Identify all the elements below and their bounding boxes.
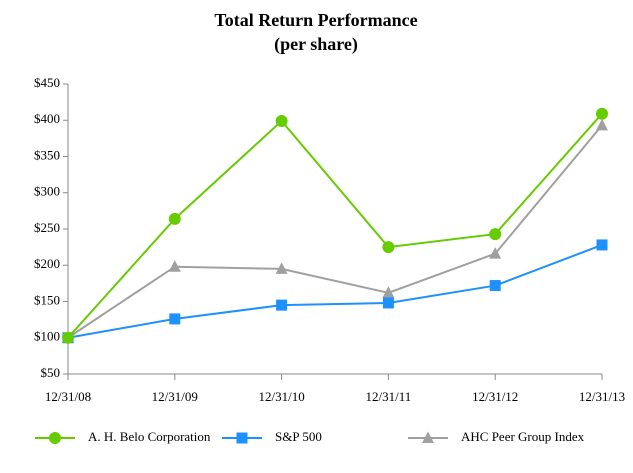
- x-tick-label: 12/31/09: [152, 389, 198, 404]
- data-point: [596, 118, 608, 131]
- data-point: [382, 286, 395, 298]
- legend-marker: [236, 432, 248, 444]
- x-tick-label: 12/31/12: [472, 389, 518, 404]
- data-point: [382, 241, 395, 254]
- x-tick-label: 12/31/13: [579, 389, 625, 404]
- series-line: [67, 113, 603, 339]
- legend-label: AHC Peer Group Index: [461, 429, 585, 444]
- chart-subtitle: (per share): [274, 34, 358, 55]
- series-line: [67, 124, 603, 339]
- x-tick-label: 12/31/11: [366, 389, 412, 404]
- y-tick-label: $450: [34, 75, 60, 90]
- data-point: [596, 239, 608, 251]
- data-point: [489, 280, 501, 292]
- y-tick-label: $250: [34, 220, 60, 235]
- x-tick-label: 12/31/08: [45, 389, 91, 404]
- data-point: [62, 331, 74, 344]
- data-point: [489, 247, 502, 259]
- legend-marker: [49, 432, 61, 444]
- y-tick-label: $100: [34, 329, 60, 344]
- y-tick-label: $300: [34, 184, 60, 199]
- y-tick-label: $350: [34, 147, 60, 162]
- legend-label: A. H. Belo Corporation: [88, 429, 211, 444]
- series-line: [67, 244, 603, 339]
- data-point: [596, 107, 608, 120]
- data-point: [275, 262, 288, 274]
- legend-label: S&P 500: [275, 429, 322, 444]
- y-tick-label: $150: [34, 292, 60, 307]
- chart-title: Total Return Performance: [214, 10, 417, 30]
- legend-marker: [422, 431, 434, 443]
- y-tick-label: $50: [41, 365, 61, 380]
- x-tick-label: 12/31/10: [258, 389, 304, 404]
- data-point: [169, 313, 181, 325]
- data-point: [168, 212, 181, 225]
- data-point: [168, 260, 181, 272]
- data-point: [276, 299, 288, 311]
- data-point: [489, 228, 502, 241]
- y-tick-label: $400: [34, 111, 60, 126]
- data-point: [382, 297, 394, 309]
- y-tick-label: $200: [34, 256, 60, 271]
- data-point: [275, 114, 288, 127]
